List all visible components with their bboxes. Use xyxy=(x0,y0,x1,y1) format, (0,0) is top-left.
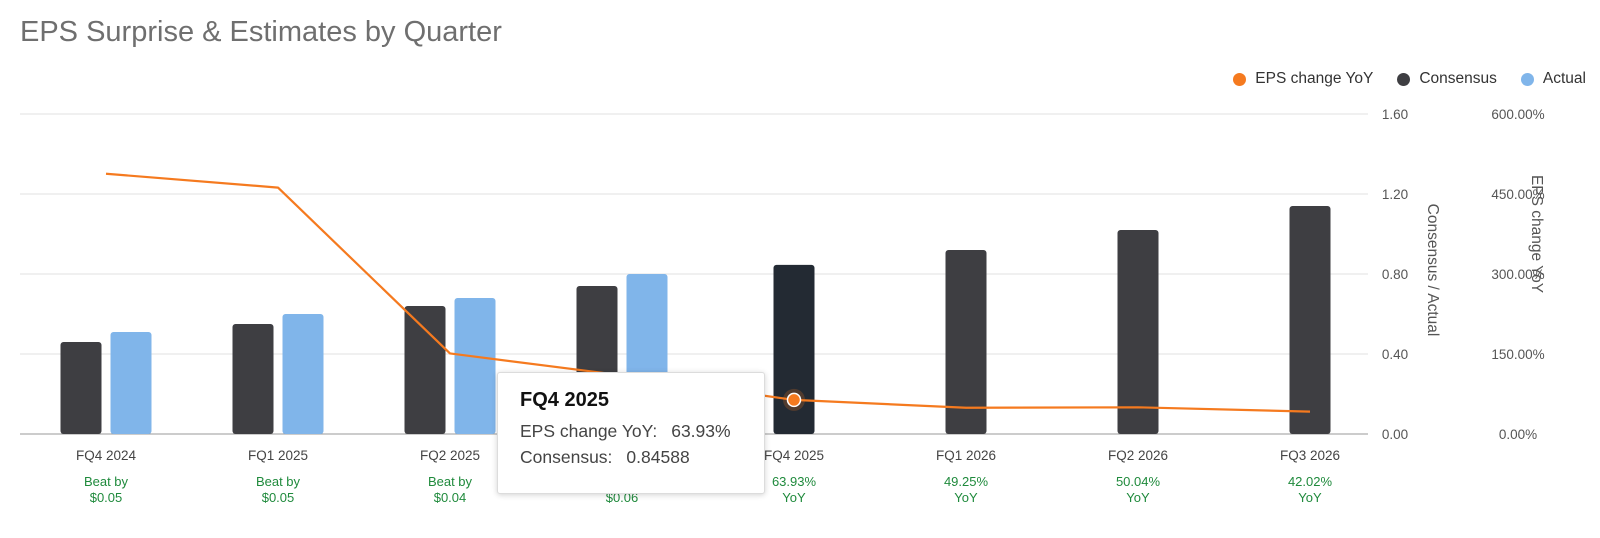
right-axis-title: EPS change YoY xyxy=(1528,175,1545,293)
annotation-line-2: $0.05 xyxy=(262,490,295,505)
x-axis-tick-label: FQ4 2024 xyxy=(76,448,137,463)
bar-consensus xyxy=(773,264,815,434)
legend-item-actual[interactable]: Actual xyxy=(1520,70,1586,88)
bar-consensus xyxy=(945,250,987,434)
left-axis-tick-label: 1.20 xyxy=(1382,187,1408,202)
right-axis-tick-label: 150.00% xyxy=(1491,347,1544,362)
bar-actual xyxy=(110,332,152,434)
bar-consensus xyxy=(1289,206,1331,434)
legend-label-actual: Actual xyxy=(1542,70,1586,87)
chart-title: EPS Surprise & Estimates by Quarter xyxy=(20,16,502,48)
tooltip-label: Consensus: xyxy=(520,447,613,467)
annotation-line-2: $0.04 xyxy=(434,490,467,505)
tooltip-label: EPS change YoY: xyxy=(520,421,658,441)
annotation-line-2: YoY xyxy=(1298,490,1322,505)
legend-item-eps-change[interactable]: EPS change YoY xyxy=(1233,70,1373,88)
tooltip-value: 63.93% xyxy=(671,421,731,441)
bar-consensus xyxy=(232,324,274,434)
legend-marker-consensus xyxy=(1397,72,1411,86)
annotation-line-2: YoY xyxy=(954,490,978,505)
left-axis-tick-label: 0.00 xyxy=(1382,427,1408,442)
left-axis-title: Consensus / Actual xyxy=(1424,204,1441,337)
tooltip-row-consensus: Consensus: 0.84588 xyxy=(520,444,742,470)
x-axis-tick-label: FQ2 2025 xyxy=(420,448,480,463)
annotation-line-1: 50.04% xyxy=(1116,474,1161,489)
annotation-line-2: YoY xyxy=(782,490,806,505)
annotation-line-1: Beat by xyxy=(256,474,301,489)
legend-marker-eps-change xyxy=(1233,72,1247,86)
x-axis-tick-label: FQ2 2026 xyxy=(1108,448,1168,463)
point-eps-change xyxy=(786,392,802,408)
x-axis-tick-label: FQ1 2025 xyxy=(248,448,308,463)
bar-consensus xyxy=(60,342,102,434)
annotation-line-1: 42.02% xyxy=(1288,474,1333,489)
left-axis-tick-label: 0.40 xyxy=(1382,347,1408,362)
legend-item-consensus[interactable]: Consensus xyxy=(1397,70,1497,88)
right-axis-tick-label: 600.00% xyxy=(1491,107,1544,122)
tooltip: FQ4 2025 EPS change YoY: 63.93% Consensus… xyxy=(497,372,765,494)
legend-marker-actual xyxy=(1520,72,1534,86)
bar-consensus xyxy=(404,306,446,434)
legend: EPS change YoY Consensus Actual xyxy=(1233,70,1586,88)
annotation-line-1: Beat by xyxy=(84,474,129,489)
left-axis-tick-label: 1.60 xyxy=(1382,107,1408,122)
annotation-line-1: Beat by xyxy=(428,474,473,489)
legend-label-consensus: Consensus xyxy=(1419,70,1497,87)
annotation-line-2: YoY xyxy=(1126,490,1150,505)
right-axis-tick-label: 300.00% xyxy=(1491,267,1544,282)
right-axis-tick-label: 450.00% xyxy=(1491,187,1544,202)
x-axis-tick-label: FQ1 2026 xyxy=(936,448,996,463)
left-axis-tick-label: 0.80 xyxy=(1382,267,1408,282)
tooltip-row-eps-change: EPS change YoY: 63.93% xyxy=(520,418,742,444)
x-axis-tick-label: FQ4 2025 xyxy=(764,448,824,463)
legend-label-eps-change: EPS change YoY xyxy=(1255,70,1374,87)
right-axis-tick-label: 0.00% xyxy=(1499,427,1537,442)
tooltip-value: 0.84588 xyxy=(626,447,690,467)
x-axis-tick-label: FQ3 2026 xyxy=(1280,448,1340,463)
bar-actual xyxy=(454,298,496,434)
annotation-line-2: $0.05 xyxy=(90,490,123,505)
bar-actual xyxy=(282,314,324,434)
bar-consensus xyxy=(1117,230,1159,434)
annotation-line-1: 49.25% xyxy=(944,474,989,489)
annotation-line-1: 63.93% xyxy=(772,474,817,489)
tooltip-title: FQ4 2025 xyxy=(520,389,609,411)
